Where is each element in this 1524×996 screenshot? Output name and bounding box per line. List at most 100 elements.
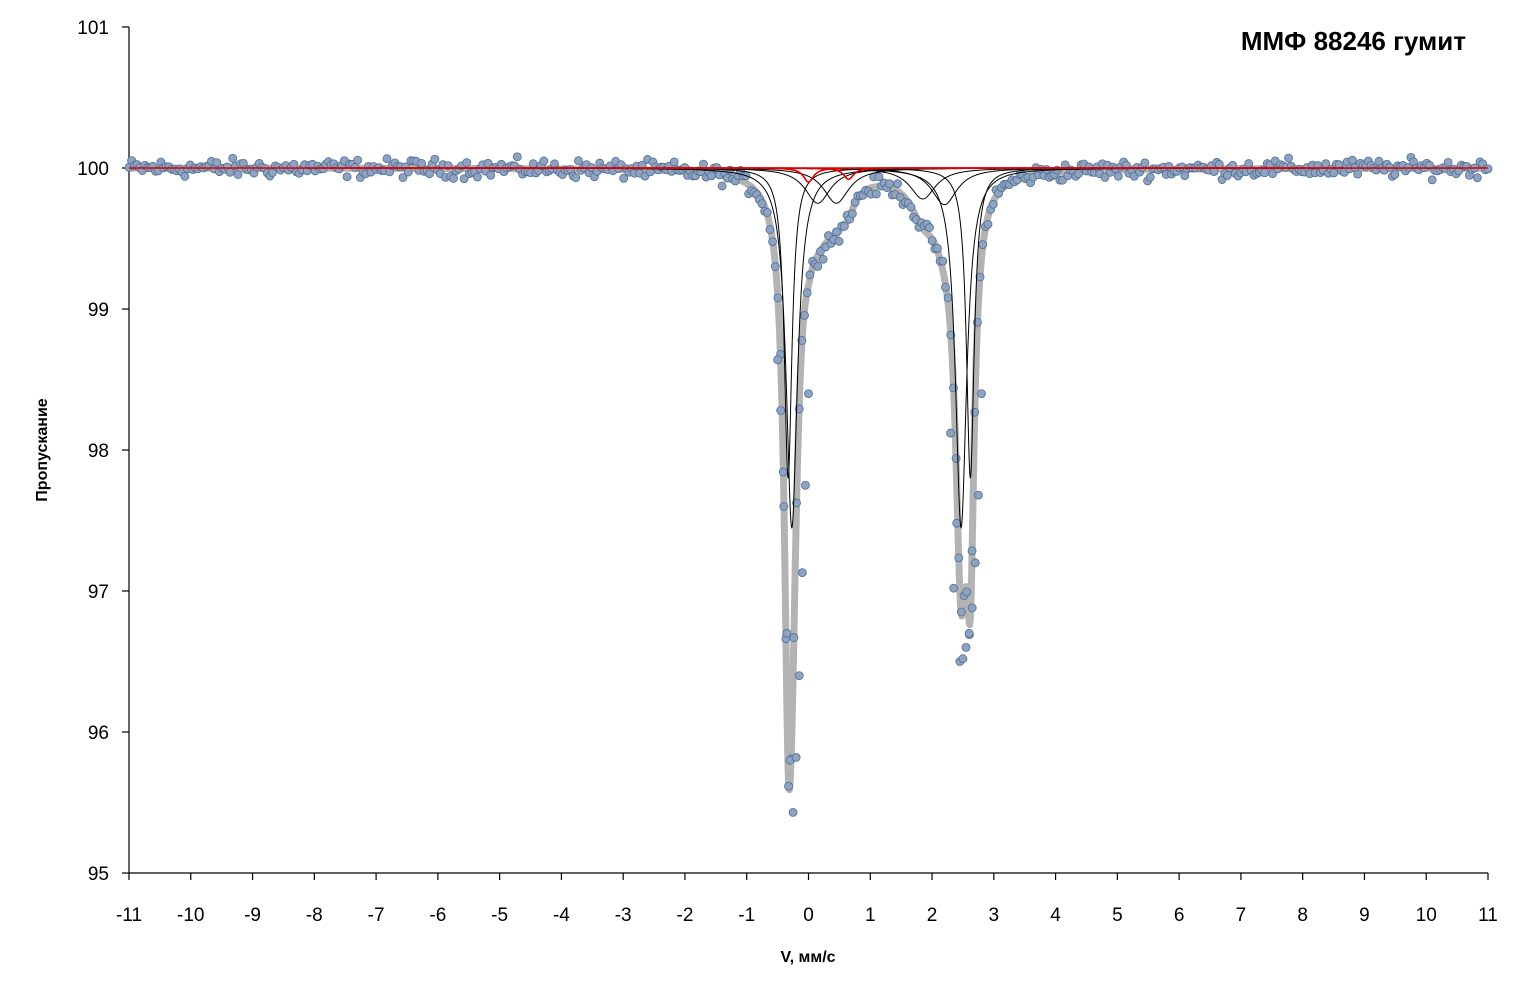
x-tick-label: -10 — [177, 905, 204, 926]
subspectrum-line — [599, 167, 1341, 479]
y-tick-label: 98 — [88, 441, 109, 462]
x-tick-label: 7 — [1236, 905, 1247, 926]
minor-layer — [129, 167, 1488, 183]
y-tick-label: 96 — [88, 723, 109, 744]
data-point — [840, 221, 849, 231]
data-point — [782, 628, 792, 638]
data-point — [975, 272, 985, 282]
data-point — [791, 752, 801, 762]
data-point — [449, 174, 458, 183]
data-point — [978, 240, 988, 250]
x-tick-label: -1 — [738, 905, 755, 926]
data-point — [977, 389, 986, 399]
data-point — [768, 237, 777, 247]
data-point — [958, 654, 968, 664]
data-point — [430, 154, 440, 164]
data-point — [403, 167, 413, 177]
data-point — [794, 404, 804, 414]
data-point — [619, 173, 629, 183]
data-point — [1113, 171, 1123, 181]
data-point — [773, 355, 783, 365]
data-point — [964, 628, 974, 638]
x-tick-label: -9 — [244, 905, 261, 926]
x-tick-label: 2 — [927, 905, 938, 926]
data-point — [528, 159, 538, 169]
data-point — [353, 155, 363, 165]
data-point — [539, 156, 549, 166]
data-point — [762, 208, 772, 217]
data-point — [797, 336, 807, 345]
subspectrum-line — [129, 167, 1488, 204]
data-point — [779, 501, 789, 511]
x-tick-label: -11 — [116, 905, 142, 926]
data-point — [794, 671, 804, 680]
data-point — [1145, 172, 1155, 182]
data-point — [1222, 171, 1232, 180]
data-point — [788, 807, 798, 817]
data-point — [512, 152, 522, 162]
y-tick-label: 97 — [88, 582, 109, 603]
data-point — [1329, 168, 1339, 178]
data-point — [804, 389, 813, 399]
data-point — [398, 173, 408, 182]
data-point — [1443, 157, 1453, 167]
data-point — [951, 454, 961, 463]
data-point — [946, 330, 956, 340]
subspectrum-line — [129, 167, 1488, 204]
data-point — [1390, 170, 1400, 179]
y-tick-label: 99 — [88, 300, 109, 321]
data-point — [1100, 172, 1110, 182]
data-point — [765, 225, 775, 234]
data-point — [669, 157, 679, 167]
data-point — [805, 270, 815, 280]
data-point — [1374, 156, 1384, 166]
data-point — [925, 223, 934, 232]
data-point — [792, 498, 801, 508]
data-point — [967, 546, 977, 556]
data-point — [228, 153, 238, 163]
data-point — [382, 154, 392, 164]
data-point — [983, 219, 993, 229]
subspectrum-line — [129, 167, 1488, 206]
data-point — [813, 261, 823, 271]
data-point — [933, 243, 942, 253]
x-tick-label: -4 — [553, 905, 570, 926]
data-point — [973, 490, 983, 500]
x-tick-label: -2 — [677, 905, 694, 926]
data-point — [1140, 158, 1150, 168]
data-point — [961, 643, 971, 652]
data-point — [954, 553, 964, 563]
data-point — [717, 181, 727, 191]
data-point — [342, 172, 352, 182]
data-point — [938, 256, 948, 266]
data-point — [957, 607, 966, 617]
data-point — [797, 568, 807, 578]
data-point — [874, 172, 884, 182]
y-tick-label: 100 — [77, 159, 109, 180]
data-point — [927, 236, 937, 246]
data-point — [459, 174, 469, 184]
x-axis-title: V, мм/с — [780, 949, 835, 966]
data-point — [1260, 168, 1269, 178]
data-point — [289, 159, 299, 169]
x-tick-label: 9 — [1359, 905, 1370, 926]
data-point — [770, 262, 780, 271]
y-tick-label: 95 — [88, 864, 109, 885]
data-point — [970, 558, 980, 568]
data-point — [834, 236, 844, 246]
data-point — [212, 158, 222, 168]
y-axis-title: Пропускание — [34, 398, 51, 502]
data-point — [472, 172, 482, 182]
data-point — [462, 158, 472, 167]
data-point — [946, 428, 955, 438]
data-point — [773, 293, 783, 303]
x-tick-label: 10 — [1416, 905, 1437, 926]
subspectra-layer — [129, 167, 1488, 529]
x-tick-label: -7 — [368, 905, 385, 926]
points-layer — [124, 152, 1493, 817]
x-tick-label: 1 — [865, 905, 876, 926]
data-point — [1284, 153, 1293, 163]
y-tick-label: 101 — [77, 18, 109, 39]
